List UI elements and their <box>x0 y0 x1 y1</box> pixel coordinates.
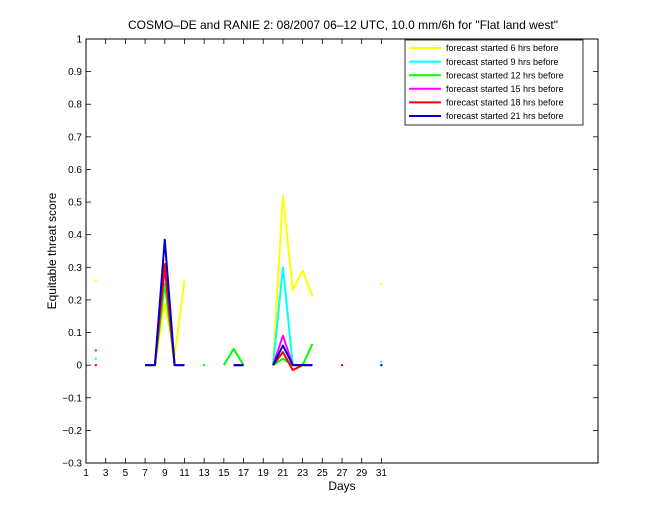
series-point <box>94 363 98 367</box>
y-tick-label: 1 <box>76 35 82 46</box>
y-tick-label: 0.4 <box>68 230 82 241</box>
series-point <box>94 349 98 352</box>
chart-title: COSMO–DE and RANIE 2: 08/2007 06–12 UTC,… <box>128 18 558 32</box>
x-tick-label: 13 <box>199 468 211 479</box>
x-tick-label: 17 <box>238 468 250 479</box>
y-tick-label: 0.1 <box>68 328 82 339</box>
x-tick-label: 19 <box>258 468 270 479</box>
x-tick-label: 1 <box>83 468 89 479</box>
series-line <box>222 347 245 366</box>
x-tick-label: 3 <box>103 468 109 479</box>
x-tick-label: 15 <box>218 468 230 479</box>
y-tick-label: 0 <box>76 361 82 372</box>
x-tick-label: 25 <box>317 468 329 479</box>
series-line <box>145 238 185 367</box>
series-point <box>340 363 344 367</box>
x-tick-label: 5 <box>123 468 129 479</box>
legend-entry: forecast started 9 hrs before <box>446 57 559 67</box>
series-layer <box>94 194 383 372</box>
series-5 <box>145 238 383 367</box>
series-point <box>94 357 98 360</box>
series-line <box>272 194 314 366</box>
y-tick-label: 0.5 <box>68 198 82 209</box>
legend-entry: forecast started 12 hrs before <box>446 70 564 80</box>
x-tick-label: 7 <box>142 468 148 479</box>
legend-box <box>404 39 584 126</box>
legend-entry: forecast started 21 hrs before <box>446 111 564 121</box>
x-tick-label: 29 <box>356 468 368 479</box>
x-tick-label: 21 <box>277 468 289 479</box>
y-axis-label: Equitable threat score <box>45 192 59 309</box>
y-tick-label: 0.3 <box>68 263 82 274</box>
series-line <box>272 344 313 367</box>
series-point <box>380 282 383 285</box>
legend-entry: forecast started 18 hrs before <box>446 98 564 108</box>
y-tick-label: −0.2 <box>62 426 82 437</box>
series-point <box>380 360 383 364</box>
y-tick-label: 0.9 <box>68 67 82 78</box>
y-tick-label: −0.3 <box>62 459 82 470</box>
series-point <box>94 279 98 282</box>
y-tick-label: 0.2 <box>68 295 82 306</box>
y-tick-label: 0.7 <box>68 132 82 143</box>
x-tick-label: 9 <box>162 468 168 479</box>
x-tick-label: 31 <box>376 468 388 479</box>
series-point <box>202 363 206 367</box>
ticks-layer: 1 3 5 7 9 11 13 15 17 19 21 23 25 27 29 31−0.3−0.2−0.10… <box>62 35 598 479</box>
legend-entry: forecast started 15 hrs before <box>446 84 564 94</box>
legend-entry: forecast started 6 hrs before <box>446 43 559 53</box>
series-point <box>380 363 383 367</box>
y-tick-label: 0.8 <box>68 100 82 111</box>
x-tick-label: 23 <box>297 468 309 479</box>
legend: forecast started 6 hrs before forecast st… <box>404 39 584 126</box>
x-axis-label: Days <box>328 479 355 493</box>
y-tick-label: 0.6 <box>68 165 82 176</box>
x-tick-label: 27 <box>336 468 348 479</box>
x-tick-label: 11 <box>179 468 190 479</box>
y-tick-label: −0.1 <box>62 393 82 404</box>
